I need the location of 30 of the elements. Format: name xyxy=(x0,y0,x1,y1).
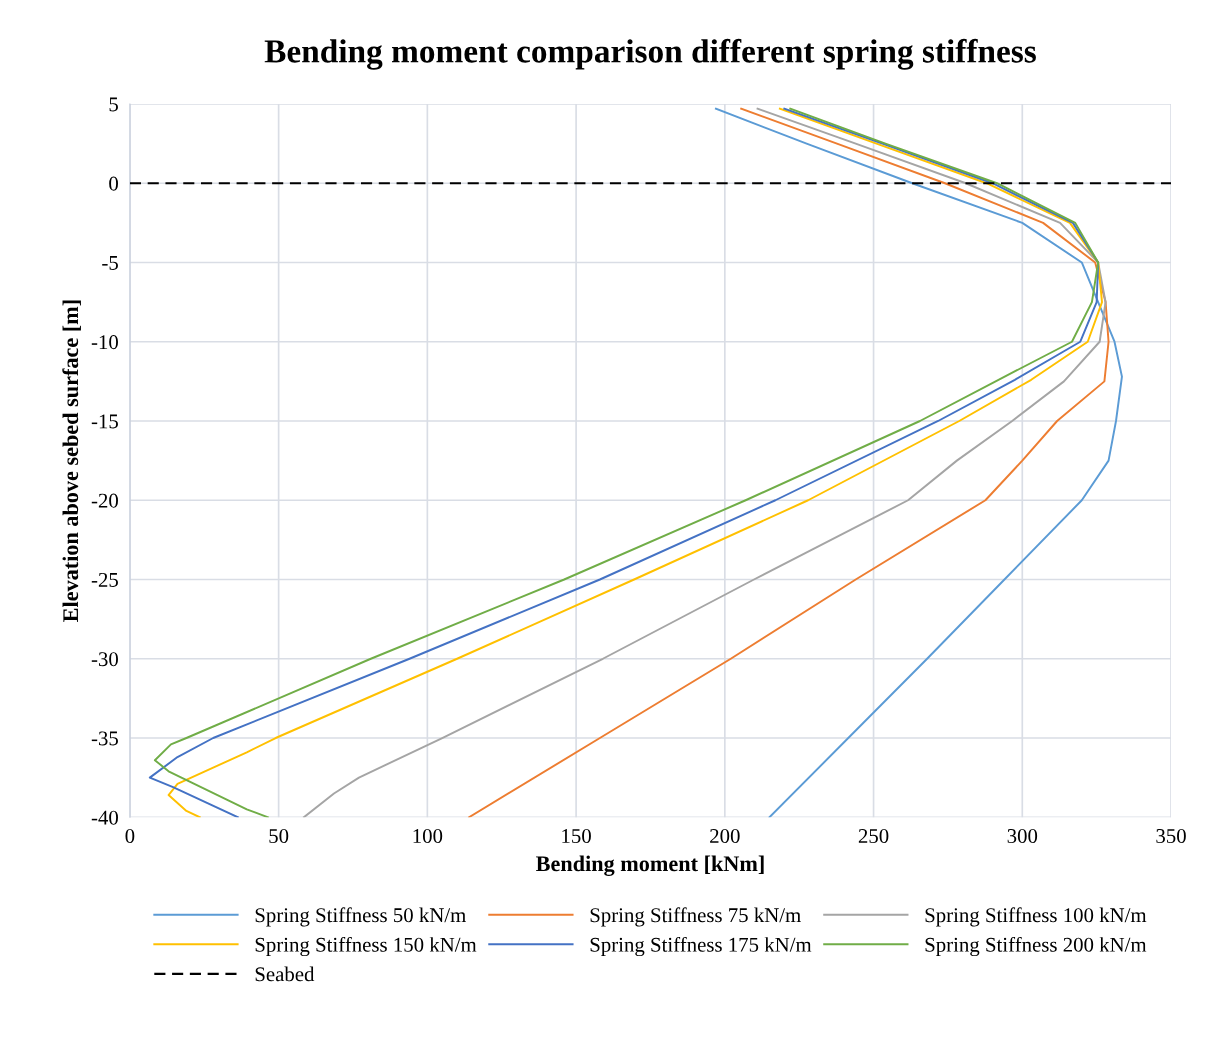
y-tick-label: -5 xyxy=(102,256,118,270)
legend-label: Seabed xyxy=(255,966,315,982)
legend-label: Spring Stiffness 175 kN/m xyxy=(590,936,812,957)
x-tick-label: 0 xyxy=(125,828,135,844)
y-tick-label: 0 xyxy=(109,176,118,191)
x-axis-title: Bending moment [kNm] xyxy=(536,855,764,876)
legend-label: Spring Stiffness 75 kN/m xyxy=(590,907,801,927)
chart-title: Bending moment comparison different spring stiffness xyxy=(264,38,1036,70)
x-tick-label: 200 xyxy=(710,828,740,844)
y-tick-label: -15 xyxy=(91,414,118,429)
y-tick-label: -25 xyxy=(91,572,118,587)
legend-label: Spring Stiffness 100 kN/m xyxy=(925,907,1147,927)
x-tick-label: 300 xyxy=(1007,828,1038,844)
y-tick-label: -20 xyxy=(91,493,118,508)
line-series xyxy=(468,107,1110,818)
y-tick-label: -10 xyxy=(91,335,118,350)
y-tick-label: -40 xyxy=(91,810,118,825)
legend-label: Spring Stiffness 150 kN/m xyxy=(255,936,477,957)
legend-label: Spring Stiffness 50 kN/m xyxy=(255,907,466,927)
x-tick-label: 350 xyxy=(1156,828,1186,844)
legend-label: Spring Stiffness 200 kN/m xyxy=(925,936,1147,957)
y-tick-label: -35 xyxy=(91,731,118,746)
x-tick-label: 150 xyxy=(562,828,591,844)
line-series xyxy=(714,107,1123,818)
y-axis-title: Elevation above sebed surface [m] xyxy=(62,300,81,622)
y-tick-label: -30 xyxy=(91,652,118,667)
x-tick-label: 100 xyxy=(413,828,443,844)
y-tick-label: 5 xyxy=(109,97,118,112)
x-tick-label: 50 xyxy=(269,828,289,844)
x-tick-label: 250 xyxy=(858,828,889,844)
